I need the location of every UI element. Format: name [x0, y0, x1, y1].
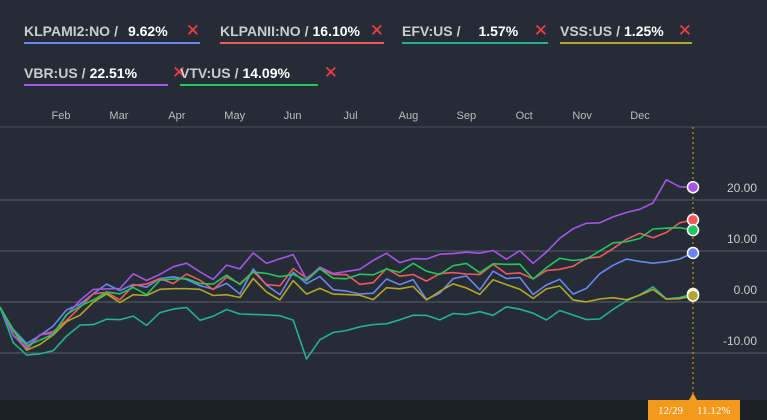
legend-separator: / [304, 23, 309, 39]
legend-separator: / [234, 65, 239, 81]
y-tick-label: 20.00 [727, 181, 757, 195]
remove-series-icon[interactable]: ✕ [533, 21, 548, 40]
x-tick-label: Dec [630, 110, 650, 122]
series-line [0, 178, 694, 349]
remove-series-icon[interactable]: ✕ [323, 63, 338, 82]
legend-symbol: KLPAMI2:NO [24, 23, 111, 39]
x-tick-label: Aug [399, 110, 419, 122]
series-end-dot [686, 289, 700, 302]
legend-symbol: EFV:US [402, 23, 453, 39]
remove-series-icon[interactable]: ✕ [677, 21, 692, 40]
tooltip-pointer [689, 393, 697, 400]
x-tick-label: Jun [284, 110, 302, 122]
series-end-dot [686, 223, 700, 237]
legend-value: 14.09% [242, 65, 290, 81]
legend-chip-vtv[interactable]: VTV:US/14.09% ✕ [180, 60, 338, 86]
legend-symbol: VTV:US [180, 65, 231, 81]
legend-value: 1.57% [478, 23, 519, 39]
y-tick-label: 10.00 [727, 232, 757, 246]
x-axis: Feb Mar Apr May Jun Jul Aug Sep Oct Nov Dec [52, 110, 651, 122]
series-line [0, 277, 694, 351]
footer-band [0, 400, 767, 420]
series-end-dot [686, 246, 700, 260]
x-tick-label: May [224, 110, 245, 122]
legend-symbol: VSS:US [560, 23, 613, 39]
x-tick-label: Oct [516, 110, 533, 122]
legend-separator: / [114, 23, 118, 39]
tooltip-value: 11.12% [697, 405, 731, 417]
legend-color-bar [24, 42, 200, 44]
legend-value: 1.25% [624, 23, 664, 39]
series-end-markers [686, 180, 700, 302]
series-line [0, 226, 694, 347]
legend-chip-vbr[interactable]: VBR:US/22.51% ✕ [24, 60, 168, 86]
x-tick-label: Sep [457, 110, 477, 122]
series-group [0, 178, 694, 360]
series-end-dot [686, 213, 700, 227]
legend-value: 9.62% [127, 23, 168, 39]
x-tick-label: Apr [168, 110, 185, 122]
legend-color-bar [24, 84, 168, 86]
legend-chip-efv[interactable]: EFV:US/ 1.57% ✕ [402, 18, 548, 44]
legend-separator: / [616, 23, 621, 39]
legend-value: 16.10% [312, 23, 360, 39]
grid [0, 199, 767, 354]
legend-color-bar [220, 42, 384, 44]
remove-series-icon[interactable]: ✕ [369, 21, 384, 40]
legend-symbol: VBR:US [24, 65, 78, 81]
y-tick-label: 0.00 [734, 283, 758, 297]
tooltip-date: 12/29 [658, 405, 684, 417]
remove-series-icon[interactable]: ✕ [172, 63, 187, 82]
series-line [0, 286, 694, 360]
legend-color-bar [402, 42, 548, 44]
legend-separator: / [81, 65, 86, 81]
legend-chip-klpanii[interactable]: KLPANII:NO/16.10% ✕ [220, 18, 384, 44]
legend-chip-vss[interactable]: VSS:US/1.25% ✕ [560, 18, 692, 44]
series-line [0, 219, 694, 351]
crosshair-tooltip: 12/29 11.12% [648, 393, 740, 420]
legend-separator: / [456, 23, 461, 39]
legend-color-bar [560, 42, 692, 44]
x-tick-label: Feb [52, 110, 71, 122]
x-tick-label: Nov [572, 110, 592, 122]
legend-value: 22.51% [89, 65, 138, 81]
y-tick-label: -10.00 [723, 334, 757, 348]
y-axis: 20.00 10.00 0.00 -10.00 [723, 181, 757, 348]
legend-color-bar [180, 84, 318, 86]
x-tick-label: Jul [343, 110, 357, 122]
legend-chip-klpami2[interactable]: KLPAMI2:NO/ 9.62% ✕ [24, 18, 200, 44]
legend-symbol: KLPANII:NO [220, 23, 301, 39]
x-tick-label: Mar [109, 110, 128, 122]
series-end-dot [686, 180, 700, 194]
remove-series-icon[interactable]: ✕ [185, 21, 200, 40]
tooltip-box [648, 400, 740, 420]
x-axis-band [0, 99, 767, 127]
